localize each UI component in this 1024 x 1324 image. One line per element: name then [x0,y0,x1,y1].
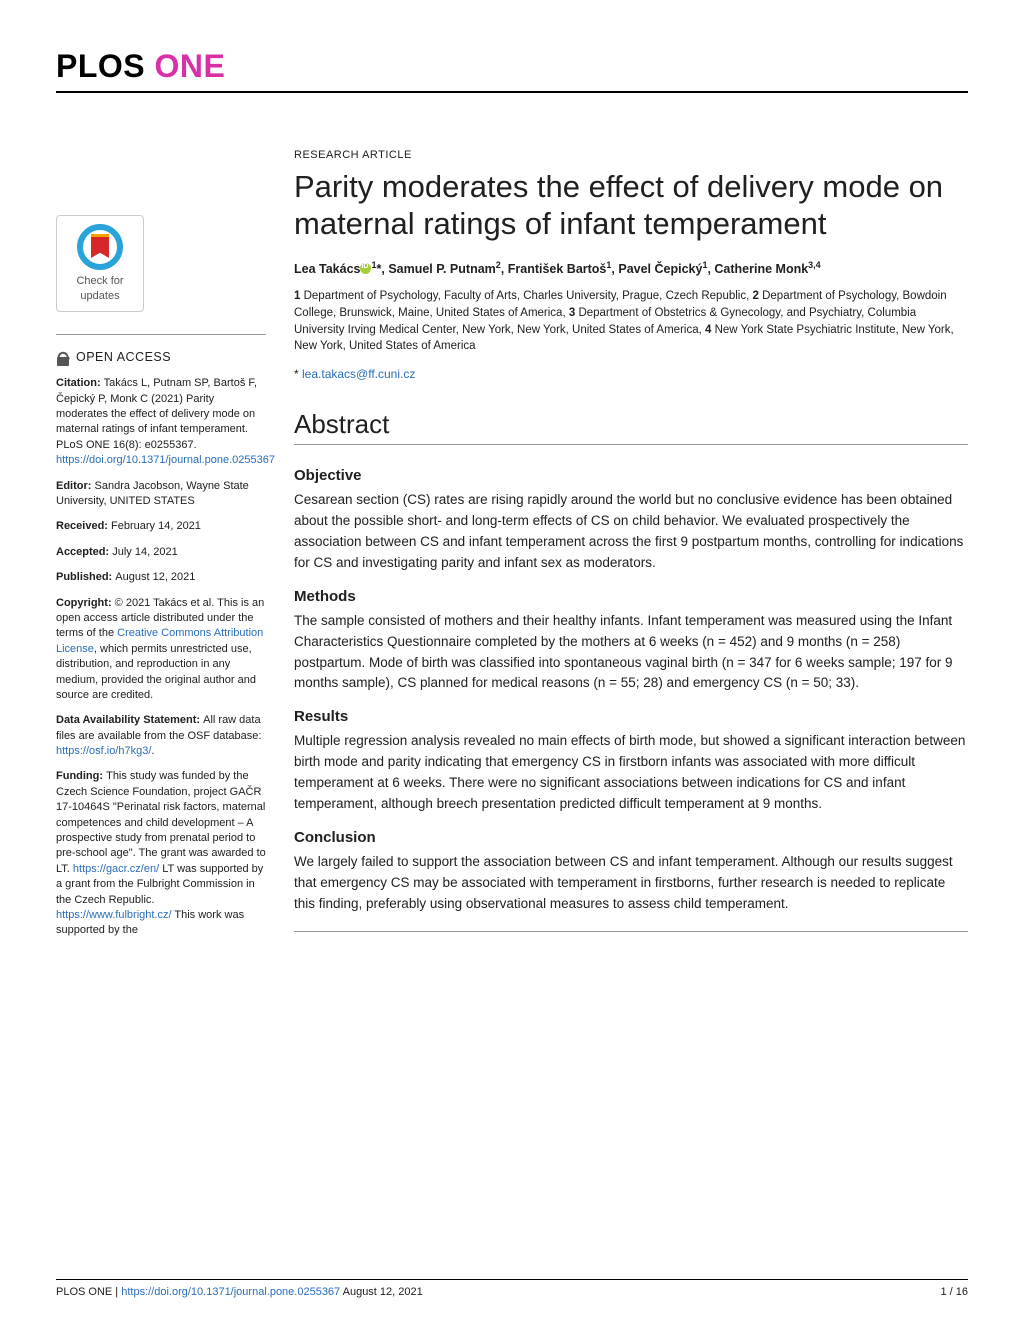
results-heading: Results [294,708,968,725]
corr-email-link[interactable]: lea.takacs@ff.cuni.cz [302,367,415,381]
methods-heading: Methods [294,588,968,605]
footer-journal: PLOS ONE | [56,1286,121,1298]
received-text: February 14, 2021 [111,520,201,532]
citation-block: Citation: Takács L, Putnam SP, Bartoš F,… [56,376,266,468]
corr-star: * [294,367,302,381]
published-block: Published: August 12, 2021 [56,570,266,585]
methods-text: The sample consisted of mothers and thei… [294,611,968,695]
author-2: , Samuel P. Putnam [381,262,495,276]
received-block: Received: February 14, 2021 [56,519,266,534]
open-lock-icon [56,350,70,366]
editor-block: Editor: Sandra Jacobson, Wayne State Uni… [56,479,266,510]
funding-block: Funding: This study was funded by the Cz… [56,769,266,938]
accepted-label: Accepted: [56,546,112,558]
citation-doi-link[interactable]: https://doi.org/10.1371/journal.pone.025… [56,454,275,466]
affil-4-num: 4 [705,324,715,336]
published-label: Published: [56,571,115,583]
crossmark-icon [77,224,123,270]
crossmark-line2: updates [63,289,137,304]
objective-heading: Objective [294,467,968,484]
journal-name-plos: PLOS [56,48,145,84]
accepted-text: July 14, 2021 [112,546,177,558]
data-text-b: . [151,745,154,757]
author-5-affil: 3,4 [808,260,821,270]
affil-2-num: 2 [753,290,763,302]
footer-date: August 12, 2021 [340,1286,423,1298]
corresponding-author: * lea.takacs@ff.cuni.cz [294,367,968,381]
accepted-block: Accepted: July 14, 2021 [56,545,266,560]
abstract-heading: Abstract [294,409,968,445]
affil-1-num: 1 [294,290,304,302]
affiliations: 1 Department of Psychology, Faculty of A… [294,288,968,355]
funding-label: Funding: [56,770,106,782]
page-footer: PLOS ONE | https://doi.org/10.1371/journ… [56,1279,968,1298]
data-link[interactable]: https://osf.io/h7kg3/ [56,745,151,757]
copyright-block: Copyright: © 2021 Takács et al. This is … [56,596,266,704]
affil-1: Department of Psychology, Faculty of Art… [304,290,753,302]
results-text: Multiple regression analysis revealed no… [294,731,968,815]
crossmark-line1: Check for [63,274,137,289]
affil-3-num: 3 [569,307,579,319]
published-text: August 12, 2021 [115,571,195,583]
orcid-icon[interactable] [360,263,371,274]
crossmark-badge[interactable]: Check for updates [56,215,144,312]
author-4: , Pavel Čepický [611,262,702,276]
copyright-label: Copyright: [56,597,115,609]
abstract-end-rule [294,931,968,932]
author-list: Lea Takács1*, Samuel P. Putnam2, Františ… [294,260,968,276]
article-title: Parity moderates the effect of delivery … [294,169,968,242]
sidebar: Check for updates OPEN ACCESS Citation: … [56,149,266,949]
main-content: RESEARCH ARTICLE Parity moderates the ef… [294,149,968,949]
conclusion-heading: Conclusion [294,829,968,846]
funding-link-1[interactable]: https://gacr.cz/en/ [73,863,159,875]
citation-label: Citation: [56,377,104,389]
objective-text: Cesarean section (CS) rates are rising r… [294,490,968,574]
data-label: Data Availability Statement: [56,714,203,726]
article-type: RESEARCH ARTICLE [294,149,968,161]
received-label: Received: [56,520,111,532]
data-availability-block: Data Availability Statement: All raw dat… [56,713,266,759]
open-access-badge: OPEN ACCESS [56,349,266,367]
author-3: , František Bartoš [501,262,607,276]
funding-link-2[interactable]: https://www.fulbright.cz/ [56,909,172,921]
footer-doi-link[interactable]: https://doi.org/10.1371/journal.pone.025… [121,1286,340,1298]
journal-name-one: ONE [145,48,225,84]
author-5: , Catherine Monk [707,262,808,276]
journal-logo: PLOS ONE [56,48,968,93]
footer-page-number: 1 / 16 [940,1286,968,1298]
author-1: Lea Takács [294,262,360,276]
conclusion-text: We largely failed to support the associa… [294,852,968,915]
editor-label: Editor: [56,480,95,492]
open-access-label: OPEN ACCESS [76,349,171,367]
funding-text-a: This study was funded by the Czech Scien… [56,770,266,874]
